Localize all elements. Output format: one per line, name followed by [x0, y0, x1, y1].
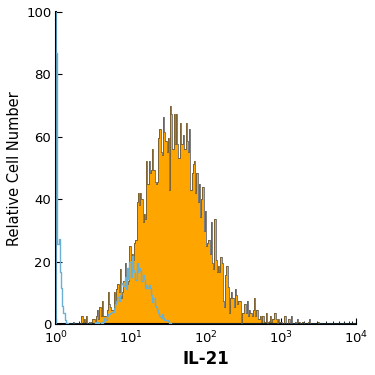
X-axis label: IL-21: IL-21: [183, 350, 230, 368]
Y-axis label: Relative Cell Number: Relative Cell Number: [7, 91, 22, 246]
